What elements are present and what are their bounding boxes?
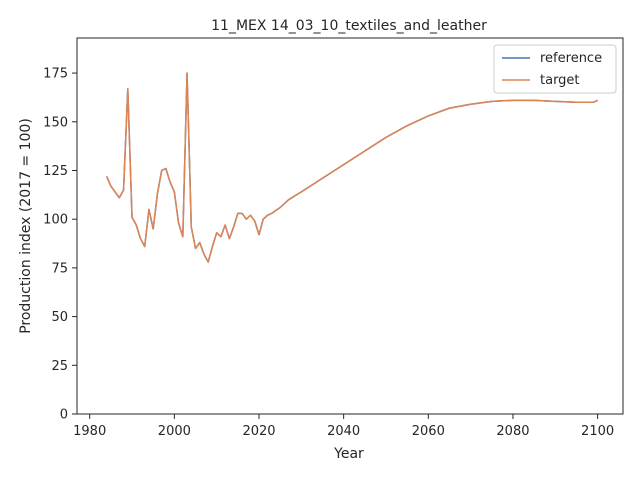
y-tick-label: 25 [51,359,68,374]
y-tick-label: 100 [43,213,68,228]
legend-box [493,44,617,94]
y-tick-label: 50 [51,310,68,325]
x-tick-label: 2080 [496,424,529,439]
y-tick-label: 75 [51,261,68,276]
series-layer [105,72,598,263]
series-line-target [105,72,598,263]
y-axis: 0 25 50 75 100 125 150 175 [43,67,77,423]
x-axis-label: Year [333,446,364,462]
legend-label-target: target [540,73,580,88]
y-tick-label: 150 [43,115,68,130]
x-tick-label: 2060 [412,424,445,439]
y-tick-label: 0 [60,408,68,423]
legend: reference target [493,44,617,94]
x-tick-label: 1980 [73,424,106,439]
x-tick-label: 2020 [242,424,275,439]
x-tick-label: 2040 [327,424,360,439]
y-tick-label: 175 [43,67,68,82]
y-axis-label: Production index (2017 = 100) [18,118,34,334]
series-line-reference [105,72,598,263]
plot-frame [76,37,624,415]
x-tick-label: 2000 [158,424,191,439]
y-tick-label: 125 [43,164,68,179]
x-axis: 1980 2000 2020 2040 2060 2080 2100 [73,414,614,439]
chart-title: 11_MEX 14_03_10_textiles_and_leather [211,18,487,34]
legend-label-reference: reference [540,51,602,66]
x-tick-label: 2100 [581,424,614,439]
